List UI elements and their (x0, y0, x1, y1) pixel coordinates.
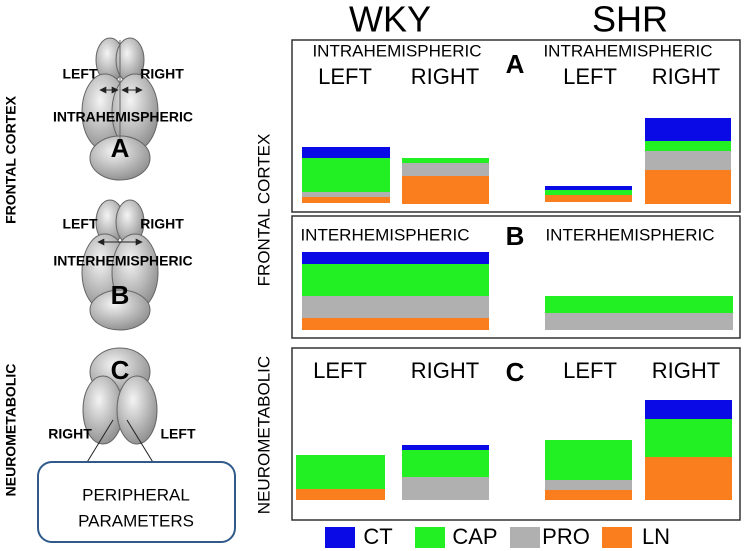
shape (89, 289, 151, 331)
bar-segment (645, 457, 732, 500)
bar-segment (645, 419, 732, 457)
legend-swatch (602, 527, 632, 548)
letter: A (111, 133, 130, 163)
bar-segment (545, 313, 733, 330)
label: LEFT (63, 216, 98, 232)
bar-segment (302, 147, 390, 158)
label: LEFT (313, 358, 367, 383)
label: INTERHEMISPHERIC (300, 225, 469, 244)
bar-segment (645, 400, 732, 419)
label: INTRAHEMISPHERIC (312, 41, 481, 60)
bar-segment (645, 141, 731, 151)
bar-segment (302, 264, 489, 296)
label: PARAMETERS (78, 511, 194, 530)
bar-segment (645, 170, 731, 204)
bar-segment (545, 440, 632, 480)
bar-segment (545, 490, 632, 500)
label: RIGHT (652, 64, 720, 89)
bar-segment (402, 445, 489, 450)
side-label: NEUROMETABOLIC (254, 356, 273, 514)
bar-segment (302, 158, 390, 192)
bar-segment (302, 197, 390, 203)
bar-segment (545, 186, 632, 190)
label: INTRAHEMISPHERIC (543, 41, 712, 60)
label: PERIPHERAL (82, 485, 190, 504)
label: RIGHT (140, 216, 184, 232)
label: RIGHT (411, 64, 479, 89)
label: LEFT (563, 358, 617, 383)
bar-segment (402, 176, 489, 204)
letter: C (111, 355, 130, 385)
bar-segment (302, 252, 489, 264)
bar-segment (402, 477, 489, 500)
legend-swatch (510, 527, 540, 548)
bar-segment (302, 192, 390, 197)
label: INTERHEMISPHERIC (53, 253, 192, 269)
side-label: NEUROMETABOLIC (3, 364, 19, 497)
bar-segment (302, 318, 489, 330)
bar-segment (545, 190, 632, 195)
bar-segment (302, 296, 489, 318)
label: LEFT (563, 64, 617, 89)
bar-segment (402, 163, 489, 176)
legend: CT CAP PRO LN (325, 524, 670, 549)
letter: C (506, 357, 525, 387)
label: LEFT (63, 66, 98, 82)
panel-c (291, 347, 741, 521)
legend-label: CT (363, 524, 392, 549)
brain-a (81, 37, 159, 181)
brain-b (81, 199, 159, 331)
legend-label: PRO (542, 524, 590, 549)
bar-segment (402, 158, 489, 163)
bar-segment (296, 455, 385, 489)
label: RIGHT (48, 426, 92, 442)
side-label: FRONTAL CORTEX (254, 134, 273, 287)
panel-b (291, 215, 741, 339)
group-header: WKY (349, 0, 431, 40)
bar-segment (545, 195, 632, 202)
bar-segment (645, 151, 731, 170)
legend-swatch (415, 527, 445, 548)
bar-segment (296, 489, 385, 500)
label: INTERHEMISPHERIC (545, 225, 714, 244)
legend-label: CAP (452, 524, 497, 549)
letter: B (111, 280, 130, 310)
label: LEFT (161, 426, 196, 442)
bar-segment (545, 296, 733, 313)
side-label: FRONTAL CORTEX (3, 95, 19, 223)
letter: A (506, 49, 525, 79)
legend-label: LN (642, 524, 670, 549)
bar-segment (402, 450, 489, 477)
left-labels: LEFT RIGHT INTRAHEMISPHERIC A LEFT RIGHT… (3, 66, 196, 531)
label: RIGHT (411, 358, 479, 383)
brain-c (37, 347, 236, 543)
label: RIGHT (652, 358, 720, 383)
bar-segment (545, 480, 632, 490)
label: RIGHT (140, 66, 184, 82)
group-header: SHR (592, 0, 668, 40)
bar-segment (645, 118, 731, 141)
label: LEFT (318, 64, 372, 89)
label: INTRAHEMISPHERIC (53, 109, 193, 125)
legend-swatch (325, 527, 355, 548)
shape (116, 375, 158, 445)
shape (37, 461, 236, 543)
bars (296, 118, 733, 500)
letter: B (506, 221, 525, 251)
panel-a (291, 39, 741, 213)
